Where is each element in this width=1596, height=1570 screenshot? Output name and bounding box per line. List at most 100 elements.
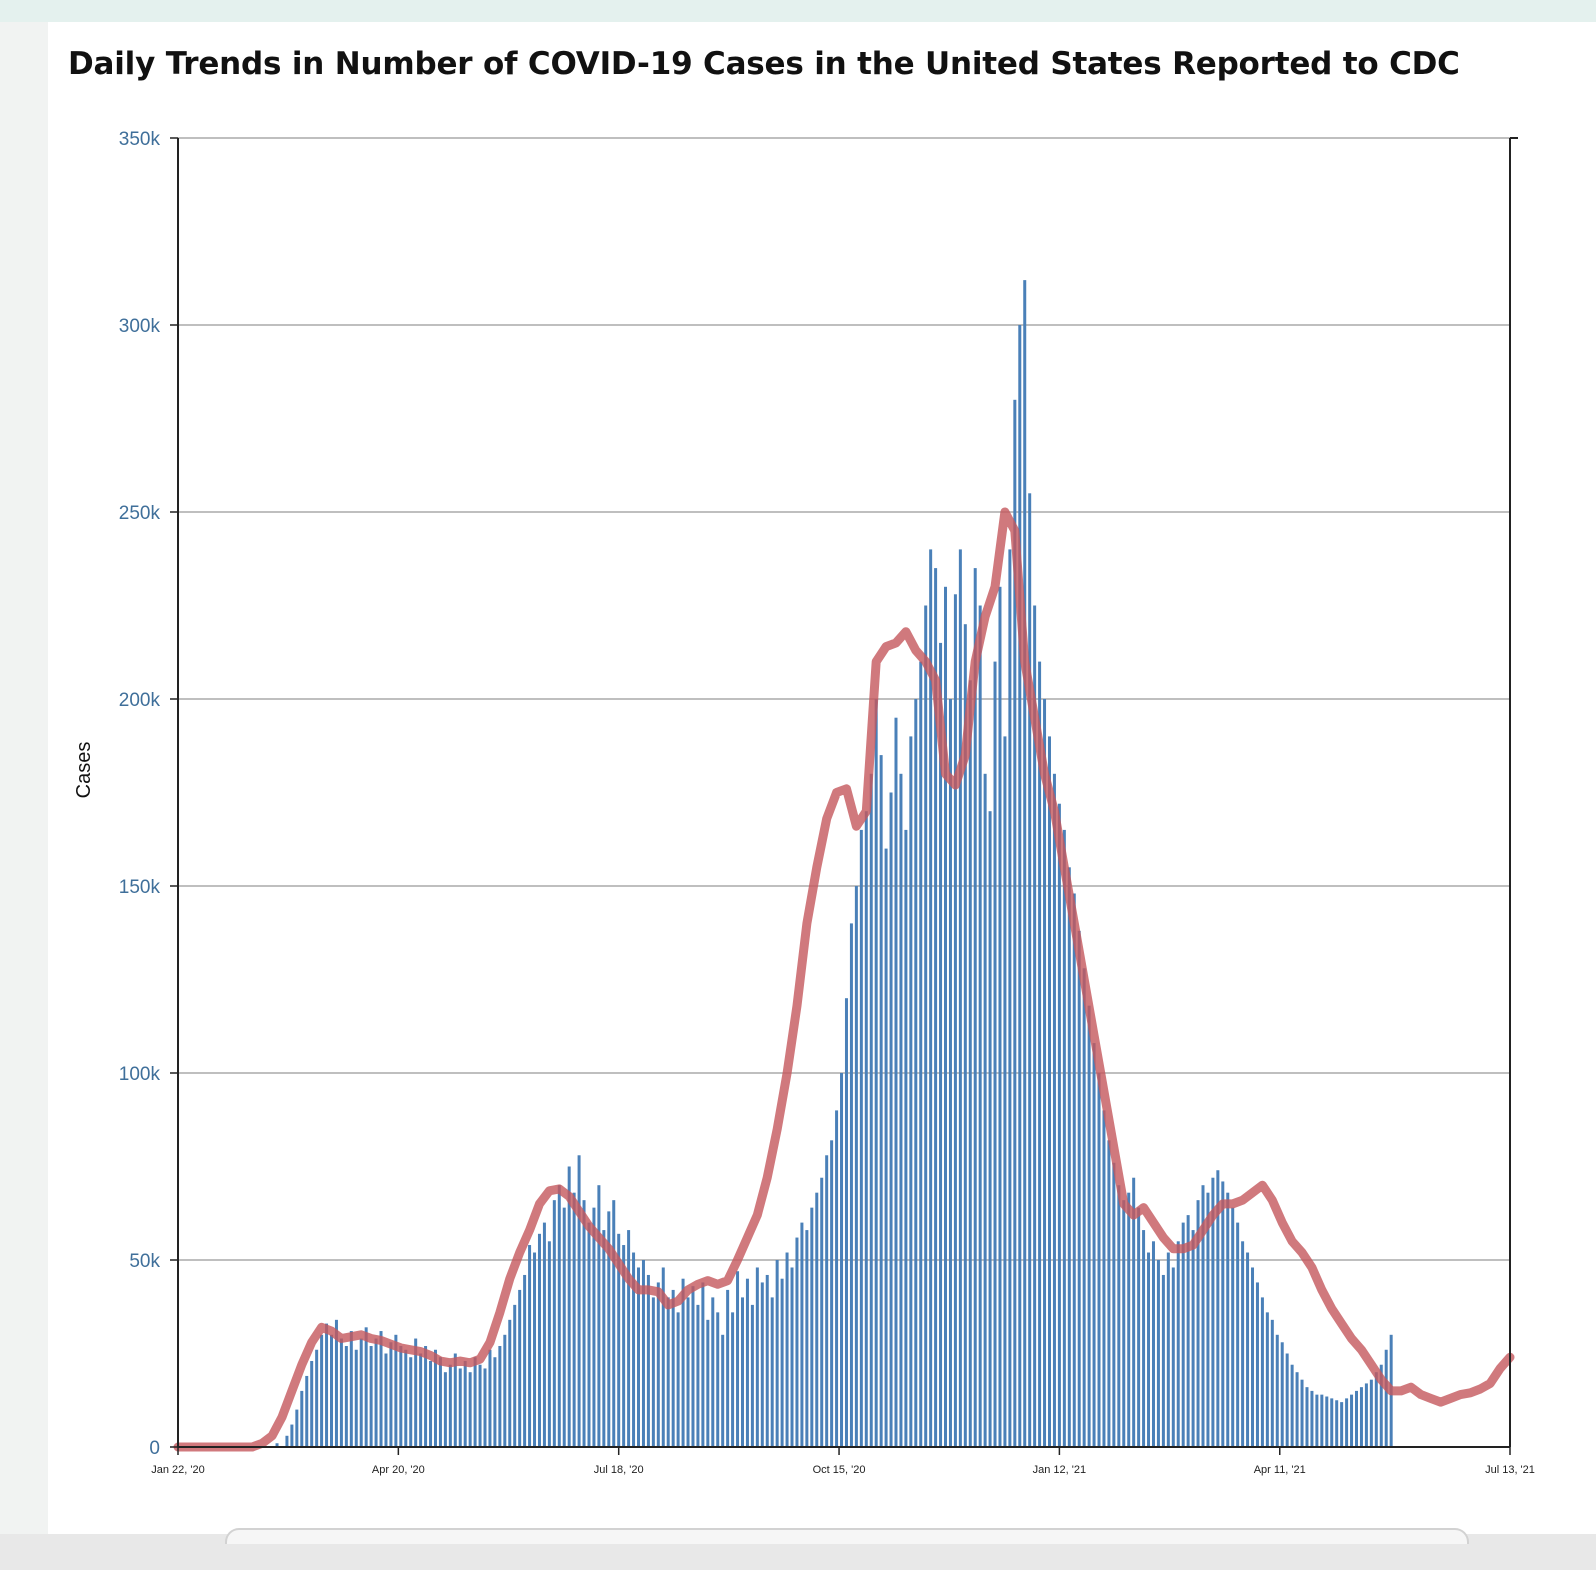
- daily-case-bar: [1166, 1252, 1170, 1447]
- x-tick-label: Jan 22, '20: [151, 1464, 204, 1476]
- daily-case-bar: [1345, 1398, 1349, 1447]
- x-tick-label: Jan 12, '21: [1033, 1464, 1086, 1476]
- scroll-handle[interactable]: [225, 1528, 1469, 1544]
- daily-case-bar: [637, 1267, 641, 1447]
- daily-case-bar: [815, 1192, 819, 1447]
- daily-case-bar: [1112, 1162, 1116, 1447]
- daily-case-bar: [1102, 1110, 1106, 1447]
- daily-case-bar: [1072, 893, 1076, 1447]
- daily-case-bar: [552, 1200, 556, 1447]
- daily-case-bar: [884, 848, 888, 1447]
- daily-case-bar: [433, 1349, 437, 1447]
- daily-case-bar: [592, 1207, 596, 1447]
- daily-case-bar: [290, 1424, 294, 1447]
- daily-case-bar: [518, 1289, 522, 1447]
- daily-case-bar: [731, 1312, 735, 1447]
- daily-case-bar: [696, 1304, 700, 1447]
- daily-case-bar: [1097, 1073, 1101, 1447]
- daily-case-bar: [632, 1252, 636, 1447]
- daily-case-bar: [458, 1368, 462, 1447]
- daily-case-bar: [1285, 1353, 1289, 1447]
- daily-case-bar: [1236, 1222, 1240, 1447]
- daily-case-bar: [1196, 1200, 1200, 1447]
- daily-case-bar: [691, 1286, 695, 1447]
- daily-case-bar: [1122, 1200, 1126, 1447]
- daily-case-bar: [1295, 1372, 1299, 1447]
- daily-case-bar: [750, 1304, 754, 1447]
- daily-case-bar: [775, 1260, 779, 1447]
- daily-case-bar: [874, 699, 878, 1447]
- daily-case-bar: [1087, 1005, 1091, 1447]
- daily-case-bar: [869, 773, 873, 1447]
- daily-case-bar: [547, 1241, 551, 1447]
- daily-case-bar: [939, 642, 943, 1447]
- daily-case-bar: [646, 1274, 650, 1447]
- x-tick-label: Oct 15, '20: [813, 1464, 866, 1476]
- daily-case-bar: [1241, 1241, 1245, 1447]
- daily-case-bar: [567, 1166, 571, 1447]
- daily-case-bar: [1340, 1402, 1344, 1447]
- daily-case-bar: [740, 1297, 744, 1447]
- daily-case-bar: [701, 1282, 705, 1447]
- daily-case-bar: [1003, 736, 1007, 1447]
- moving-average-line: [173, 507, 1515, 1452]
- daily-case-bar: [1018, 325, 1022, 1447]
- daily-case-bar: [840, 1073, 844, 1447]
- daily-case-bar: [1364, 1383, 1368, 1447]
- daily-case-bar: [1359, 1387, 1363, 1447]
- daily-case-bar: [349, 1331, 353, 1447]
- daily-case-bar: [1275, 1334, 1279, 1447]
- daily-case-bar: [953, 594, 957, 1447]
- daily-case-bar: [825, 1155, 829, 1447]
- daily-case-bar: [374, 1338, 378, 1447]
- daily-case-bar: [1206, 1192, 1210, 1447]
- daily-case-bar: [1137, 1207, 1141, 1447]
- daily-case-bar: [622, 1245, 626, 1447]
- y-axis-ticks: 0 50k 100k 150k 200k 250k 300k 350k: [119, 129, 178, 1459]
- daily-case-bar: [528, 1245, 532, 1447]
- x-tick-label: Apr 20, '20: [372, 1464, 425, 1476]
- daily-case-bar: [295, 1409, 299, 1447]
- daily-case-bar: [1038, 661, 1042, 1447]
- daily-case-bar: [404, 1349, 408, 1447]
- daily-case-bar: [968, 680, 972, 1447]
- daily-case-bar: [795, 1237, 799, 1447]
- daily-case-bar: [1354, 1390, 1358, 1447]
- daily-case-bar: [686, 1297, 690, 1447]
- daily-case-bar: [285, 1435, 289, 1447]
- daily-case-bar: [503, 1334, 507, 1447]
- y-tick-label: 50k: [129, 1251, 160, 1272]
- daily-case-bar: [745, 1278, 749, 1447]
- daily-case-bar: [944, 586, 948, 1447]
- daily-case-bar: [958, 549, 962, 1447]
- daily-case-bar: [859, 829, 863, 1447]
- top-strip: [0, 0, 1596, 22]
- daily-case-bar: [597, 1185, 601, 1447]
- daily-case-bar: [800, 1222, 804, 1447]
- daily-case-bar: [384, 1353, 388, 1447]
- daily-case-bar: [864, 811, 868, 1447]
- daily-case-bar: [1028, 493, 1032, 1447]
- daily-case-bar: [914, 699, 918, 1447]
- daily-case-bar: [1300, 1379, 1304, 1447]
- daily-case-bar: [513, 1304, 517, 1447]
- daily-case-bar: [1013, 399, 1017, 1447]
- daily-case-bar: [1161, 1274, 1165, 1447]
- daily-case-bar: [641, 1260, 645, 1447]
- daily-case-bar: [1052, 773, 1056, 1447]
- daily-case-bar: [1265, 1312, 1269, 1447]
- daily-case-bar: [671, 1289, 675, 1447]
- daily-case-bar: [909, 736, 913, 1447]
- daily-case-bar: [305, 1375, 309, 1447]
- daily-case-bar: [354, 1349, 358, 1447]
- daily-case-bar: [344, 1346, 348, 1447]
- daily-case-bar: [810, 1207, 814, 1447]
- daily-case-bar: [330, 1334, 334, 1447]
- daily-case-bar: [1270, 1319, 1274, 1447]
- daily-case-bar: [1226, 1192, 1230, 1447]
- daily-case-bar: [706, 1319, 710, 1447]
- daily-case-bar: [830, 1140, 834, 1447]
- chart-title: Daily Trends in Number of COVID-19 Cases…: [68, 46, 1460, 82]
- daily-case-bar: [602, 1230, 606, 1447]
- y-tick-label: 100k: [119, 1064, 161, 1085]
